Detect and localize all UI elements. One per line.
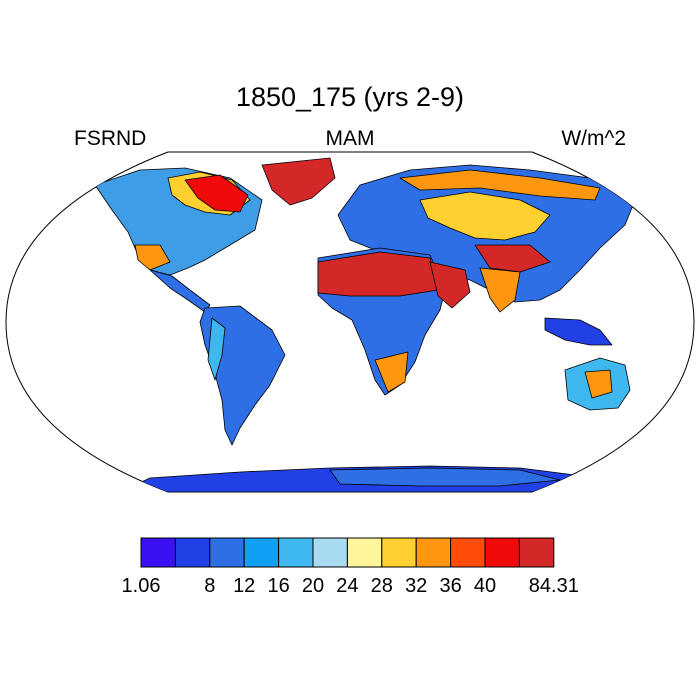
variable-label: FSRND	[74, 127, 147, 150]
colorbar-tick-label: 12	[233, 575, 255, 597]
colorbar-swatch	[484, 537, 520, 568]
colorbar-swatch	[415, 537, 452, 568]
asia-central	[419, 191, 551, 241]
colorbar-swatch	[140, 537, 176, 568]
colorbar-swatch	[381, 537, 417, 568]
season-label: MAM	[325, 127, 375, 150]
sahara-region	[317, 251, 439, 297]
southern-africa-region	[374, 351, 409, 393]
colorbar-swatch	[243, 537, 280, 568]
australia-interior	[584, 369, 613, 399]
colorbar-swatch	[518, 537, 555, 568]
colorbar-tick-label: 16	[267, 575, 289, 597]
india-region	[479, 267, 521, 313]
colorbar-tick-label: 84.31	[529, 575, 579, 597]
south-america-andes	[207, 317, 226, 381]
colorbar-swatch	[346, 537, 383, 568]
colorbar-swatch	[450, 537, 486, 568]
colorbar-tick-label: 20	[302, 575, 324, 597]
antarctica-east	[329, 467, 561, 487]
colorbar-tick-label: 32	[405, 575, 427, 597]
colorbar-tick-label: 8	[204, 575, 215, 597]
colorbar-tick-label: 40	[474, 575, 496, 597]
colorbar-tick-label: 36	[439, 575, 461, 597]
colorbar-tick-label: 1.06	[122, 575, 161, 597]
units-label: W/m^2	[561, 127, 626, 150]
greenland-landmass	[261, 157, 336, 206]
north-america-arctic	[184, 174, 249, 213]
plot-title: 1850_175 (yrs 2-9)	[235, 82, 465, 112]
tibet-region	[474, 244, 551, 273]
arabia-region	[429, 261, 471, 309]
colorbar-swatch	[209, 537, 245, 568]
maritime-continent	[544, 317, 613, 346]
colorbar-swatch	[278, 537, 314, 568]
colorbar-swatch	[174, 537, 211, 568]
colorbar-tick-label: 24	[336, 575, 358, 597]
us-southwest	[134, 244, 171, 271]
colorbar-tick-label: 28	[371, 575, 393, 597]
asia-north	[399, 169, 601, 201]
colorbar-swatch	[312, 537, 348, 568]
